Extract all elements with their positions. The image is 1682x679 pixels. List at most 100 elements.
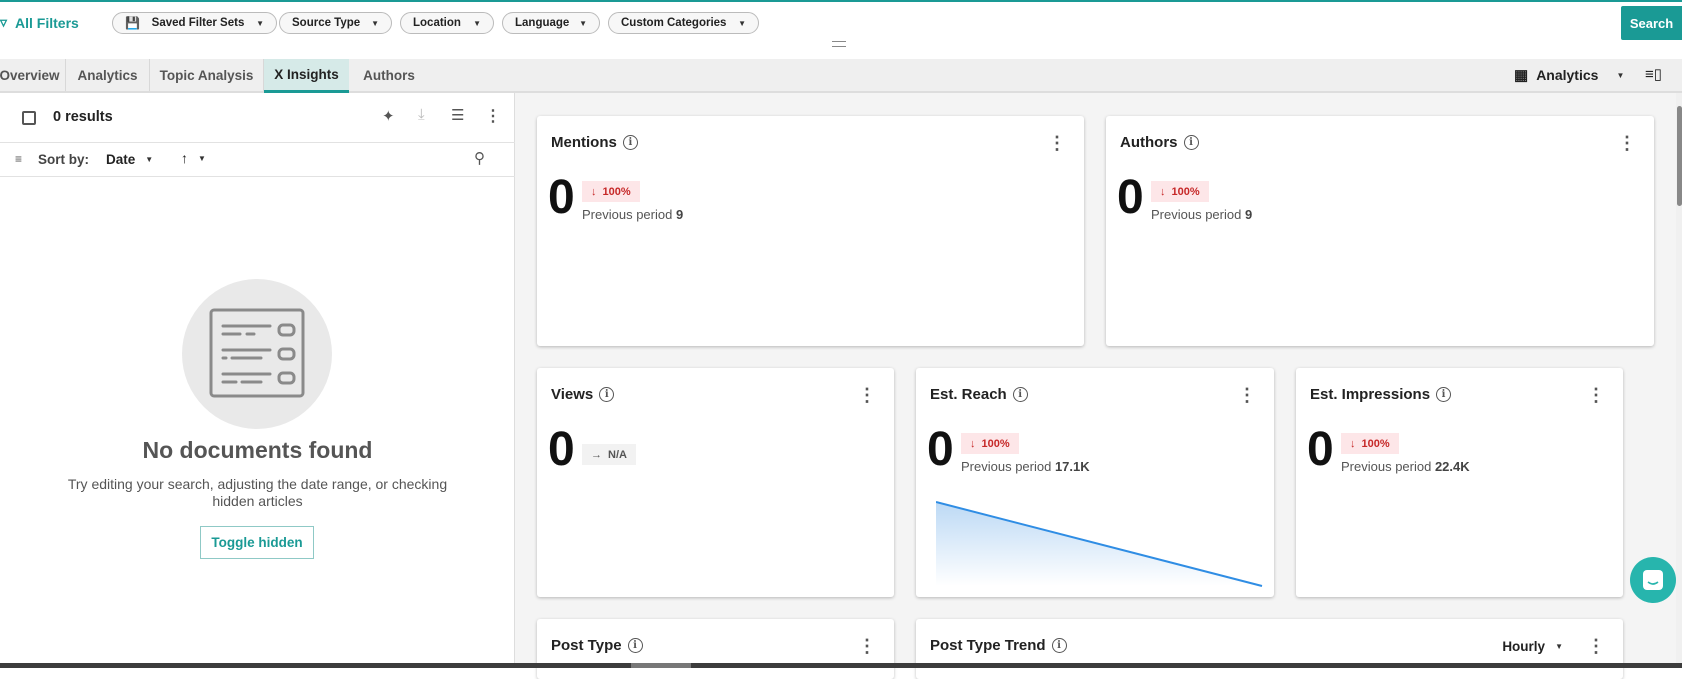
more-options-icon[interactable]: ⋮: [1048, 133, 1066, 153]
top-accent-line: [0, 0, 1682, 2]
saved-filter-sets-dropdown[interactable]: 💾 Saved Filter Sets ▼: [112, 12, 277, 34]
card-title: Est. Reach: [930, 386, 1007, 403]
vertical-scrollbar-thumb[interactable]: [1677, 106, 1682, 206]
custom-categories-dropdown[interactable]: Custom Categories ▼: [608, 12, 759, 34]
all-filters-button[interactable]: ▿ All Filters: [0, 14, 79, 31]
info-icon[interactable]: i: [1436, 387, 1452, 402]
reach-sparkline: [936, 501, 1263, 587]
info-icon[interactable]: i: [1012, 387, 1028, 402]
info-icon[interactable]: i: [1183, 135, 1199, 150]
tab-analytics[interactable]: Analytics: [66, 59, 150, 91]
horizontal-scrollbar[interactable]: [0, 663, 1682, 668]
caret-down-icon: ▼: [256, 18, 264, 28]
card-title: Authors: [1120, 134, 1178, 151]
sort-field-dropdown[interactable]: Date ▼: [106, 152, 153, 167]
prev-label: Previous period: [1341, 459, 1432, 474]
arrow-down-icon: ↓: [591, 185, 597, 198]
info-icon[interactable]: i: [1051, 638, 1067, 653]
horizontal-scrollbar-thumb[interactable]: [631, 663, 691, 668]
change-badge: ↓ 100%: [582, 181, 640, 202]
change-badge: ↓ 100%: [961, 433, 1019, 454]
source-type-dropdown[interactable]: Source Type ▼: [279, 12, 392, 34]
est-impressions-card: Est. Impressions i ⋮ 0 ↓ 100% Previous per…: [1296, 368, 1623, 597]
arrow-down-icon: ↓: [970, 437, 976, 450]
info-icon[interactable]: i: [627, 638, 643, 653]
caret-down-icon: ▼: [738, 18, 746, 28]
chat-icon: [1643, 570, 1663, 590]
tab-topic-analysis[interactable]: Topic Analysis: [150, 59, 264, 91]
caret-down-icon: ▼: [371, 18, 379, 28]
change-value: N/A: [608, 448, 627, 461]
toggle-hidden-button[interactable]: Toggle hidden: [200, 526, 314, 559]
search-icon[interactable]: ⚲: [474, 150, 485, 167]
arrow-down-icon: ↓: [1160, 185, 1166, 198]
authors-card: Authors i ⋮ 0 ↓ 100% Previous period 9: [1106, 116, 1654, 346]
card-title: Post Type Trend: [930, 637, 1046, 654]
arrow-down-icon: ↓: [1350, 437, 1356, 450]
chip-label: Location: [413, 17, 461, 29]
more-options-icon[interactable]: ⋮: [858, 385, 876, 405]
sort-direction-dropdown[interactable]: ↑ ▼: [181, 150, 206, 166]
search-button[interactable]: Search: [1621, 6, 1682, 40]
info-icon[interactable]: i: [599, 387, 615, 402]
metric-value: 0: [548, 423, 575, 476]
sparkline-line: [936, 501, 1263, 587]
chip-label: Language: [515, 17, 570, 29]
info-icon[interactable]: i: [622, 135, 638, 150]
dashboard-icon: ▦: [1514, 67, 1529, 84]
mentions-card: Mentions i ⋮ 0 ↓ 100% Previous period 9: [537, 116, 1084, 346]
arrow-right-icon: →: [591, 448, 602, 461]
chip-label: Saved Filter Sets: [151, 17, 245, 29]
location-dropdown[interactable]: Location ▼: [400, 12, 494, 34]
arrow-up-icon: ↑: [181, 150, 188, 166]
metric-value: 0: [927, 423, 954, 476]
resize-handle[interactable]: [832, 41, 846, 47]
more-options-icon[interactable]: ⋮: [1618, 133, 1636, 153]
sort-value: Date: [106, 152, 136, 167]
chat-launcher-button[interactable]: [1630, 557, 1676, 603]
sort-icon: ≡: [15, 152, 23, 166]
views-card: Views i ⋮ 0 → N/A: [537, 368, 894, 597]
caret-down-icon: ▼: [579, 18, 587, 28]
magic-wand-icon[interactable]: ✦: [382, 108, 395, 125]
settings-sliders-icon[interactable]: ☰: [451, 107, 465, 124]
chip-label: Source Type: [292, 17, 361, 29]
filter-icon: ▿: [0, 14, 8, 30]
metric-value: 0: [1117, 171, 1144, 224]
tab-bar: Overview Analytics Topic Analysis X Insi…: [0, 59, 1682, 93]
tab-overview[interactable]: Overview: [0, 59, 66, 91]
chip-label: Custom Categories: [621, 17, 727, 29]
tab-authors[interactable]: Authors: [363, 67, 415, 83]
view-selector-label: Analytics: [1536, 67, 1599, 83]
previous-period: Previous period 9: [582, 207, 683, 222]
all-filters-label: All Filters: [15, 14, 79, 31]
select-all-checkbox[interactable]: [22, 111, 36, 125]
more-options-icon[interactable]: ⋮: [858, 636, 876, 656]
vertical-scrollbar[interactable]: [1676, 93, 1682, 663]
prev-value: 17.1K: [1054, 459, 1090, 474]
change-value: 100%: [1171, 185, 1200, 198]
panel-toggle-icon[interactable]: ≡▯: [1645, 66, 1663, 83]
change-value: 100%: [602, 185, 631, 198]
more-options-icon[interactable]: ⋮: [485, 108, 501, 125]
language-dropdown[interactable]: Language ▼: [502, 12, 600, 34]
prev-value: 9: [1244, 207, 1253, 222]
empty-description: Try editing your search, adjusting the d…: [67, 476, 448, 509]
more-options-icon[interactable]: ⋮: [1587, 636, 1605, 656]
more-options-icon[interactable]: ⋮: [1238, 385, 1256, 405]
previous-period: Previous period 22.4K: [1341, 459, 1470, 474]
interval-dropdown[interactable]: Hourly ▼: [1502, 639, 1563, 654]
caret-down-icon: ▼: [198, 153, 206, 163]
empty-title: No documents found: [142, 437, 373, 463]
download-icon[interactable]: ⤓: [418, 106, 425, 123]
metric-value: 0: [1307, 423, 1334, 476]
divider: [0, 142, 515, 143]
more-options-icon[interactable]: ⋮: [1587, 385, 1605, 405]
results-count: 0 results: [53, 109, 113, 125]
card-title: Mentions: [551, 134, 617, 151]
tab-x-insights[interactable]: X Insights: [264, 59, 349, 93]
view-selector[interactable]: ▦ Analytics ▼: [1514, 66, 1624, 84]
est-reach-card: Est. Reach i ⋮ 0 ↓ 100% Previous period 17…: [916, 368, 1274, 597]
caret-down-icon: ▼: [145, 155, 154, 164]
previous-period: Previous period 9: [1151, 207, 1252, 222]
